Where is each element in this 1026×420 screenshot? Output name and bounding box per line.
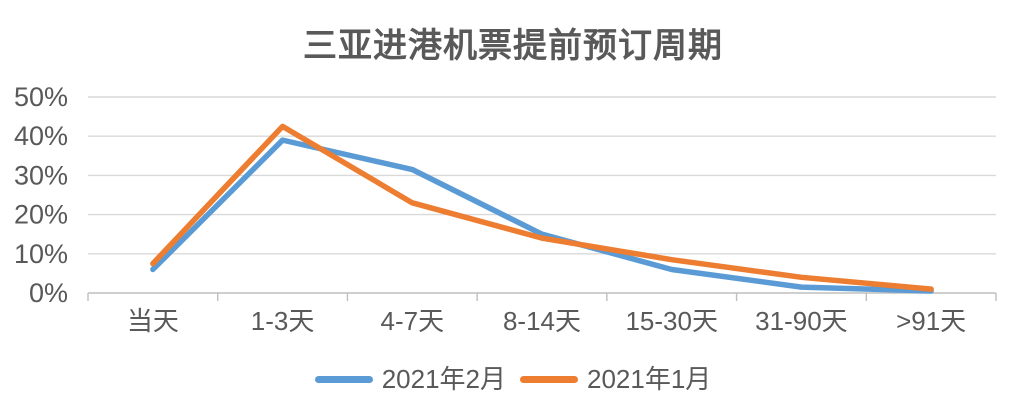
x-tick-label: 8-14天 xyxy=(503,306,581,336)
y-tick-label: 10% xyxy=(14,239,68,269)
x-tick-label: 1-3天 xyxy=(251,306,315,336)
x-tick-label: >91天 xyxy=(896,306,966,336)
x-axis xyxy=(87,292,997,301)
x-tick-label: 当天 xyxy=(127,306,179,336)
chart-title: 三亚进港机票提前预订周期 xyxy=(303,27,723,65)
legend-item-0: 2021年2月 xyxy=(314,364,506,394)
y-tick-label: 40% xyxy=(14,121,68,151)
y-tick-label: 30% xyxy=(14,160,68,190)
gridlines xyxy=(88,96,996,255)
x-tick-label: 4-7天 xyxy=(380,306,444,336)
y-tick-label: 20% xyxy=(14,200,68,230)
legend-label: 2021年1月 xyxy=(587,364,712,394)
legend-item-1: 2021年1月 xyxy=(520,366,711,392)
x-tick-label: 15-30天 xyxy=(625,306,718,336)
x-axis-labels: 当天 1-3天 4-7天 8-14天 15-30天 31-90天 >91天 xyxy=(127,306,966,336)
legend: 2021年2月 2021年1月 xyxy=(0,360,1026,398)
legend-line-swatch xyxy=(314,375,373,383)
legend-line-swatch xyxy=(520,375,578,383)
y-axis-labels: 0% 10% 20% 30% 40% 50% xyxy=(14,82,68,308)
x-tick-label: 31-90天 xyxy=(755,306,848,336)
y-tick-label: 50% xyxy=(14,82,68,112)
series-line-1 xyxy=(150,123,934,292)
legend-label: 2021年2月 xyxy=(381,364,506,394)
y-tick-label: 0% xyxy=(29,278,68,308)
series-line-0 xyxy=(150,137,934,294)
